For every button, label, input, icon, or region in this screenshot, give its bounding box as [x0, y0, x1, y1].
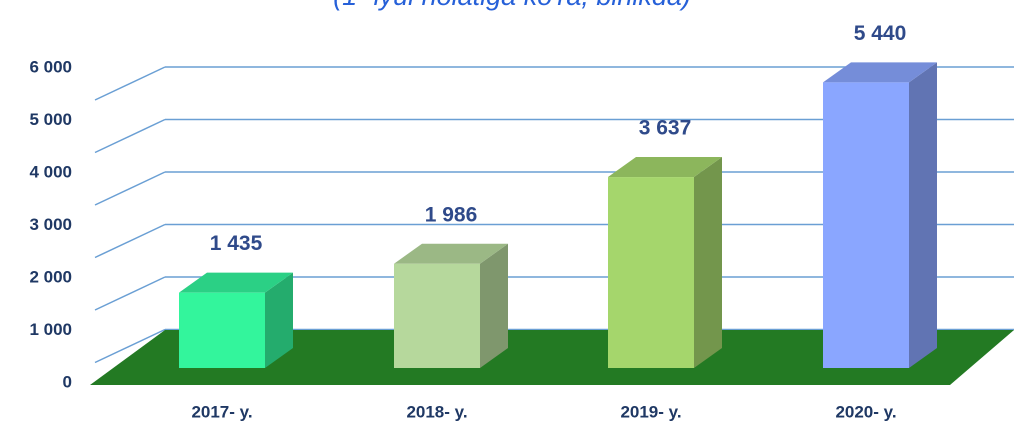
y-tick-label: 6 000	[29, 57, 72, 76]
value-label: 1 986	[425, 203, 478, 226]
value-label: 5 440	[854, 22, 907, 45]
value-label: 1 435	[210, 232, 263, 255]
bar	[823, 82, 909, 369]
bar-side	[480, 243, 508, 368]
bar-top	[394, 243, 508, 264]
bar-side	[694, 157, 722, 368]
floor	[90, 330, 1014, 385]
y-tick-label: 4 000	[29, 162, 72, 181]
bar	[179, 292, 265, 368]
bar	[394, 263, 480, 368]
bar-top	[823, 62, 937, 83]
chart-title: (1- iyul holatiga ko'ra, birlikda)	[333, 0, 691, 11]
bar	[608, 177, 694, 368]
grid-line-depth	[94, 328, 166, 364]
bar-top	[179, 272, 293, 293]
y-tick-label: 1 000	[29, 320, 72, 339]
grid-line-depth	[94, 276, 166, 311]
grid-line-depth	[94, 118, 166, 154]
grid-line-depth	[94, 66, 166, 101]
x-tick-label: 2018- y.	[406, 402, 467, 421]
x-tick-label: 2019- y.	[620, 402, 681, 421]
y-tick-label: 0	[63, 372, 72, 391]
x-tick-label: 2017- y.	[191, 402, 252, 421]
grid-line-depth	[94, 223, 166, 259]
grid-line-depth	[94, 171, 166, 206]
y-tick-label: 5 000	[29, 110, 72, 129]
value-label: 3 637	[639, 117, 692, 140]
bar-top	[608, 157, 722, 178]
bar-side	[909, 62, 937, 369]
y-tick-label: 3 000	[29, 215, 72, 234]
x-tick-label: 2020- y.	[835, 402, 896, 421]
bar-side	[265, 272, 293, 368]
y-tick-label: 2 000	[29, 267, 72, 286]
